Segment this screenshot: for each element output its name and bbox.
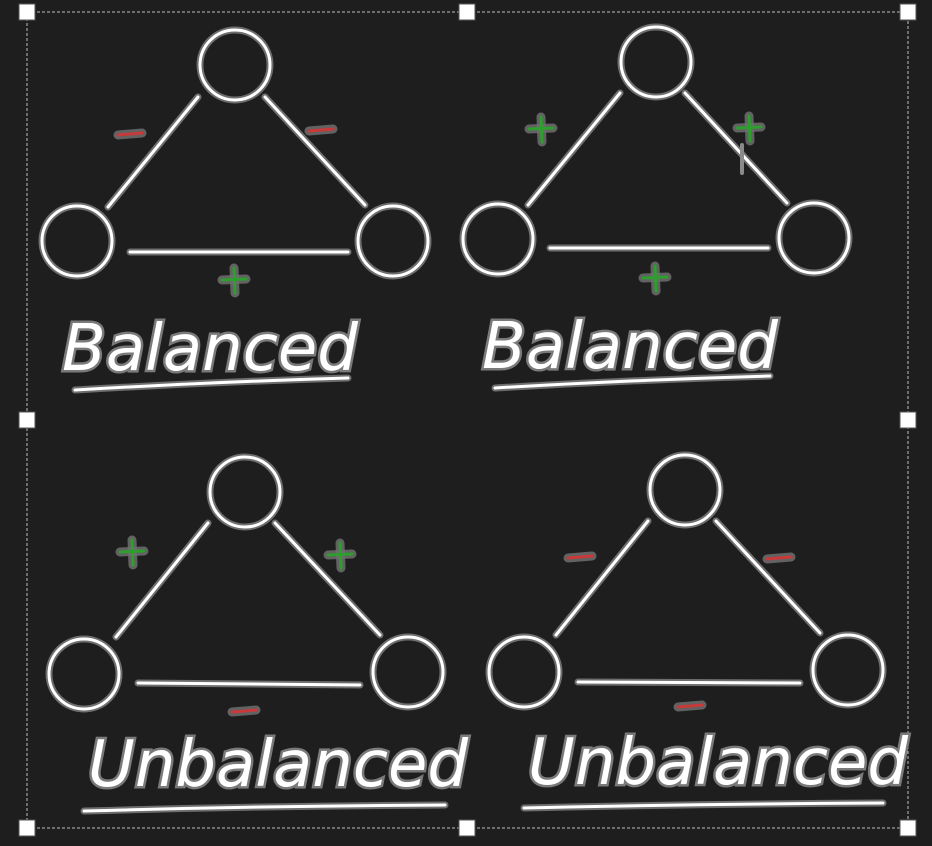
- sign-right-edge: -: [767, 557, 791, 559]
- resize-handle-bottom-center[interactable]: [459, 820, 475, 836]
- resize-handle-middle-left[interactable]: [19, 412, 35, 428]
- resize-handle-top-center[interactable]: [459, 4, 475, 20]
- resize-handle-middle-right[interactable]: [900, 412, 916, 428]
- resize-handle-top-right[interactable]: [900, 4, 916, 20]
- edge-bottom[interactable]: [578, 682, 800, 683]
- resize-handle-top-left[interactable]: [19, 4, 35, 20]
- panel-label: Balanced: [482, 310, 778, 384]
- sign-left-edge: -: [118, 133, 142, 135]
- panel-label: Balanced: [62, 312, 358, 386]
- sign-bottom-edge: -: [232, 710, 256, 712]
- sign-left-edge: -: [568, 556, 592, 558]
- panel-label: Unbalanced: [528, 726, 908, 800]
- panel-label: Unbalanced: [88, 728, 468, 802]
- sign-bottom-edge: -: [678, 705, 702, 707]
- resize-handle-bottom-right[interactable]: [900, 820, 916, 836]
- resize-handle-bottom-left[interactable]: [19, 820, 35, 836]
- sign-right-edge: -: [309, 129, 333, 131]
- edge-bottom[interactable]: [138, 683, 360, 685]
